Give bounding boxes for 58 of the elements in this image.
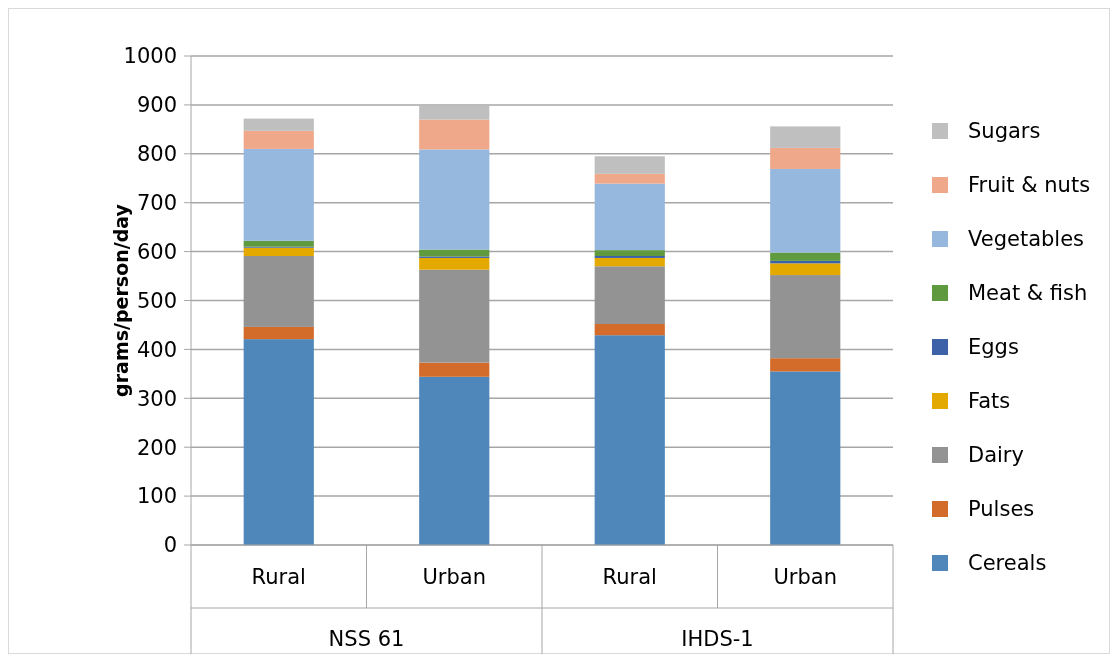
y-tick-label: 200 — [136, 435, 177, 460]
bar — [243, 148, 314, 241]
legend-label: Sugars — [968, 119, 1041, 144]
text: IHDS-1 — [681, 627, 754, 651]
x-tick-label: Urban — [773, 565, 838, 589]
bar — [770, 358, 841, 372]
x-tick-label: Rural — [602, 565, 657, 589]
x-tick-label: Urban — [422, 565, 487, 589]
bar — [594, 173, 665, 184]
bar — [594, 323, 665, 336]
y-tick-label: 500 — [136, 288, 177, 313]
legend-label: Pulses — [968, 497, 1035, 522]
y-tick-label: 800 — [136, 142, 177, 167]
bar — [243, 130, 314, 149]
bar — [419, 269, 490, 363]
legend-label: Cereals — [968, 551, 1047, 576]
bar — [770, 252, 841, 261]
bar — [243, 247, 314, 256]
y-tick-label: 0 — [163, 533, 177, 558]
legend-label: Vegetables — [968, 227, 1085, 252]
bar — [419, 119, 490, 150]
legend-label: Eggs — [968, 335, 1019, 360]
bar — [770, 371, 841, 545]
bar — [419, 362, 490, 377]
bar — [594, 250, 665, 256]
bar — [770, 275, 841, 359]
bar — [419, 376, 490, 545]
y-tick-label: 900 — [136, 93, 177, 118]
bar — [770, 147, 841, 169]
bar — [594, 335, 665, 545]
bar — [419, 257, 490, 270]
bar — [770, 126, 841, 148]
bar — [419, 149, 490, 250]
bar — [243, 256, 314, 327]
y-axis-title: grams/person/day — [110, 203, 132, 397]
y-tick-label: 400 — [136, 337, 177, 362]
bar — [594, 257, 665, 267]
bar — [243, 339, 314, 545]
y-tick-label: 300 — [136, 386, 177, 411]
legend-label: Fats — [968, 389, 1011, 414]
bar — [243, 240, 314, 247]
y-tick-label: 600 — [136, 239, 177, 264]
bar — [243, 118, 314, 131]
y-tick-label: 700 — [136, 191, 177, 216]
legend-label: Meat & fish — [968, 281, 1088, 306]
x-tick-label: Rural — [251, 565, 306, 589]
y-tick-label: 100 — [136, 484, 177, 509]
bar — [770, 168, 841, 253]
bar — [594, 156, 665, 174]
bar — [594, 183, 665, 251]
y-tick-label: 1000 — [123, 44, 177, 69]
bar — [243, 326, 314, 340]
legend-label: Fruit & nuts — [968, 173, 1091, 198]
bar — [770, 263, 841, 276]
bar — [594, 266, 665, 324]
text: NSS 61 — [328, 627, 405, 651]
bar — [419, 105, 490, 120]
legend-label: Dairy — [968, 443, 1024, 468]
